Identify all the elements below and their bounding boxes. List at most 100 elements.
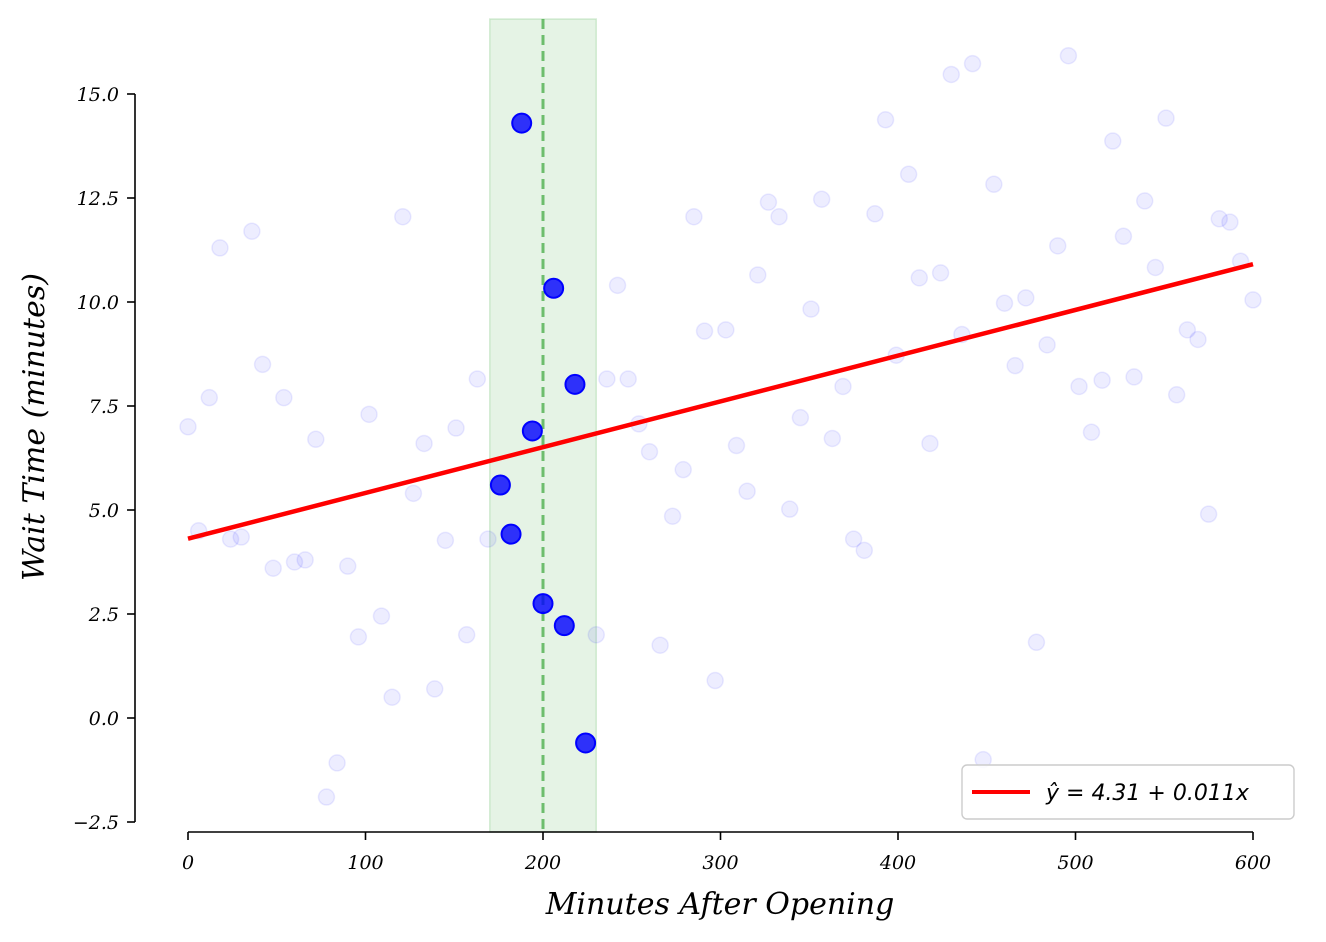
data-point-background (921, 434, 939, 453)
data-point-background (1125, 368, 1143, 386)
data-point-highlighted (575, 732, 597, 754)
data-point-highlighted (564, 373, 586, 395)
data-point-background (296, 551, 314, 569)
data-point-background (855, 541, 874, 560)
data-point-background (608, 276, 627, 295)
data-point-background (866, 205, 884, 223)
data-point-highlighted (532, 593, 554, 615)
data-point-background (232, 528, 250, 546)
data-point-highlighted (500, 523, 522, 545)
data-point-background (1114, 227, 1133, 246)
x-ticks: 0 100 200 300 400 500 600 (182, 832, 1271, 874)
data-point-background (1178, 321, 1197, 339)
data-point-background (415, 434, 433, 453)
data-point-background (1221, 213, 1239, 231)
data-point-background (211, 239, 229, 257)
y-ticks: −2.5 0.0 2.5 5.0 7.5 10.0 12.5 15.0 (73, 84, 135, 834)
data-point-background (587, 626, 605, 644)
data-point-background (436, 531, 455, 550)
data-point-background (823, 429, 842, 448)
data-point-background (1027, 633, 1046, 652)
data-point-background (749, 266, 767, 284)
x-tick-label: 200 (524, 852, 561, 874)
data-point-highlighted (543, 277, 565, 299)
x-tick-label: 500 (1057, 852, 1093, 874)
y-tick-label: 0.0 (89, 708, 119, 730)
data-point-background (264, 559, 282, 577)
x-tick-label: 400 (879, 852, 916, 874)
data-point-background (942, 65, 960, 84)
data-point-background (425, 680, 444, 698)
data-point-background (200, 388, 219, 407)
data-point-background (834, 377, 852, 396)
data-point-background (253, 355, 272, 374)
data-point-background (910, 269, 929, 287)
data-point-background (770, 207, 788, 226)
x-tick-label: 600 (1235, 852, 1271, 874)
data-point-background (876, 111, 895, 129)
data-point-background (285, 553, 304, 571)
data-point-background (179, 418, 197, 436)
data-point-background (479, 530, 497, 548)
data-point-background (360, 405, 378, 424)
data-point-background (1082, 423, 1101, 441)
data-point-background (640, 443, 659, 461)
y-axis-title: Wait Time (minutes) (17, 273, 52, 581)
data-point-background (1199, 505, 1218, 523)
data-point-background (1059, 46, 1078, 65)
data-point-highlighted (521, 420, 543, 442)
data-point-background (1157, 109, 1175, 127)
data-point-background (619, 370, 637, 388)
data-point-background (802, 300, 820, 318)
highlighted-points (489, 112, 597, 754)
y-tick-label: 15.0 (77, 84, 119, 106)
data-point-background (383, 688, 401, 706)
data-point-background (899, 165, 918, 184)
data-point-background (404, 484, 423, 503)
data-point-background (1049, 237, 1067, 255)
x-tick-label: 300 (702, 852, 738, 874)
x-axis-title: Minutes After Opening (545, 887, 895, 922)
data-point-highlighted (553, 615, 575, 637)
regression-line-group (187, 261, 1254, 541)
data-point-background (394, 207, 412, 226)
data-point-background (685, 207, 703, 226)
data-point-background (1244, 291, 1262, 309)
y-tick-label: 7.5 (89, 396, 119, 418)
data-point-background (457, 626, 476, 644)
data-point-background (1189, 330, 1207, 349)
data-point-background (780, 500, 799, 518)
data-point-background (1093, 371, 1111, 389)
data-point-background (695, 322, 714, 340)
data-point-background (1210, 210, 1229, 228)
data-point-background (759, 193, 778, 211)
legend-frame (961, 764, 1295, 820)
data-point-background (791, 408, 810, 427)
data-point-background (931, 264, 950, 282)
data-point-background (468, 370, 487, 388)
data-point-background (1135, 192, 1154, 210)
data-point-background (717, 321, 735, 339)
data-point-background (706, 671, 724, 690)
y-tick-label: 10.0 (77, 292, 119, 314)
highlight-band (489, 18, 597, 833)
y-tick-label: −2.5 (73, 812, 119, 834)
y-tick-label: 2.5 (88, 604, 119, 626)
data-point-background (738, 482, 756, 501)
data-point-background (1104, 132, 1122, 150)
data-point-background (674, 460, 692, 479)
data-point-background (1006, 356, 1024, 375)
data-point-background (1146, 258, 1165, 277)
data-point-background (995, 294, 1014, 312)
data-point-background (985, 175, 1003, 194)
x-tick-label: 100 (347, 852, 383, 874)
data-point-background (1017, 289, 1035, 307)
data-point-background (727, 436, 746, 455)
background-points (179, 46, 1262, 806)
data-point-background (317, 788, 336, 806)
data-point-background (1070, 377, 1088, 396)
data-point-background (1167, 386, 1186, 404)
data-point-background (328, 754, 346, 772)
data-point-background (812, 190, 831, 208)
